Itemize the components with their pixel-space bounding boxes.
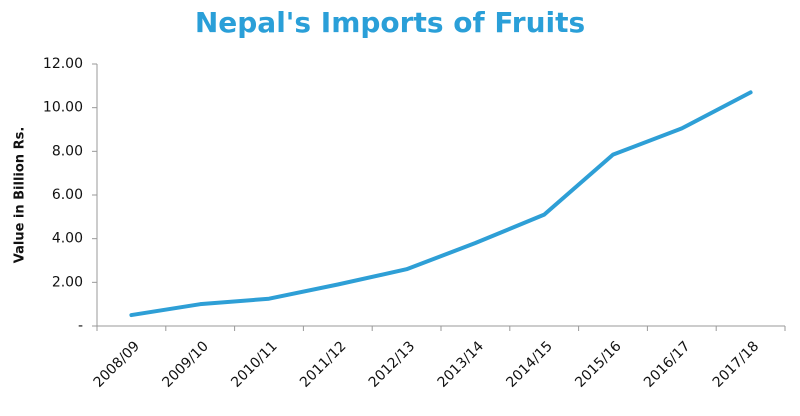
x-tick-label: 2011/12 — [297, 338, 349, 390]
y-tick-label: 10.00 — [43, 100, 83, 116]
y-axis-title: Value in Billion Rs. — [13, 127, 28, 264]
y-tick-label: 2.00 — [52, 274, 83, 290]
x-tick-label: 2008/09 — [91, 338, 143, 390]
y-tick-label: 12.00 — [43, 56, 83, 72]
x-tick-label: 2014/15 — [503, 338, 555, 390]
x-tick-label: 2012/13 — [366, 338, 418, 390]
x-tick-label: 2013/14 — [435, 338, 488, 391]
chart-title: Nepal's Imports of Fruits — [195, 6, 585, 39]
x-tick-label: 2015/16 — [572, 338, 625, 391]
x-tick-label: 2009/10 — [159, 338, 211, 390]
y-tick-label: 4.00 — [52, 231, 83, 247]
y-tick-label: 6.00 — [52, 187, 83, 203]
x-tick-label: 2016/17 — [641, 338, 693, 390]
y-tick-label: 8.00 — [52, 143, 83, 159]
x-tick-label: 2010/11 — [228, 338, 280, 390]
data-line — [129, 90, 753, 318]
y-tick-label: - — [78, 318, 83, 334]
x-tick-label: 2017/18 — [710, 338, 762, 390]
